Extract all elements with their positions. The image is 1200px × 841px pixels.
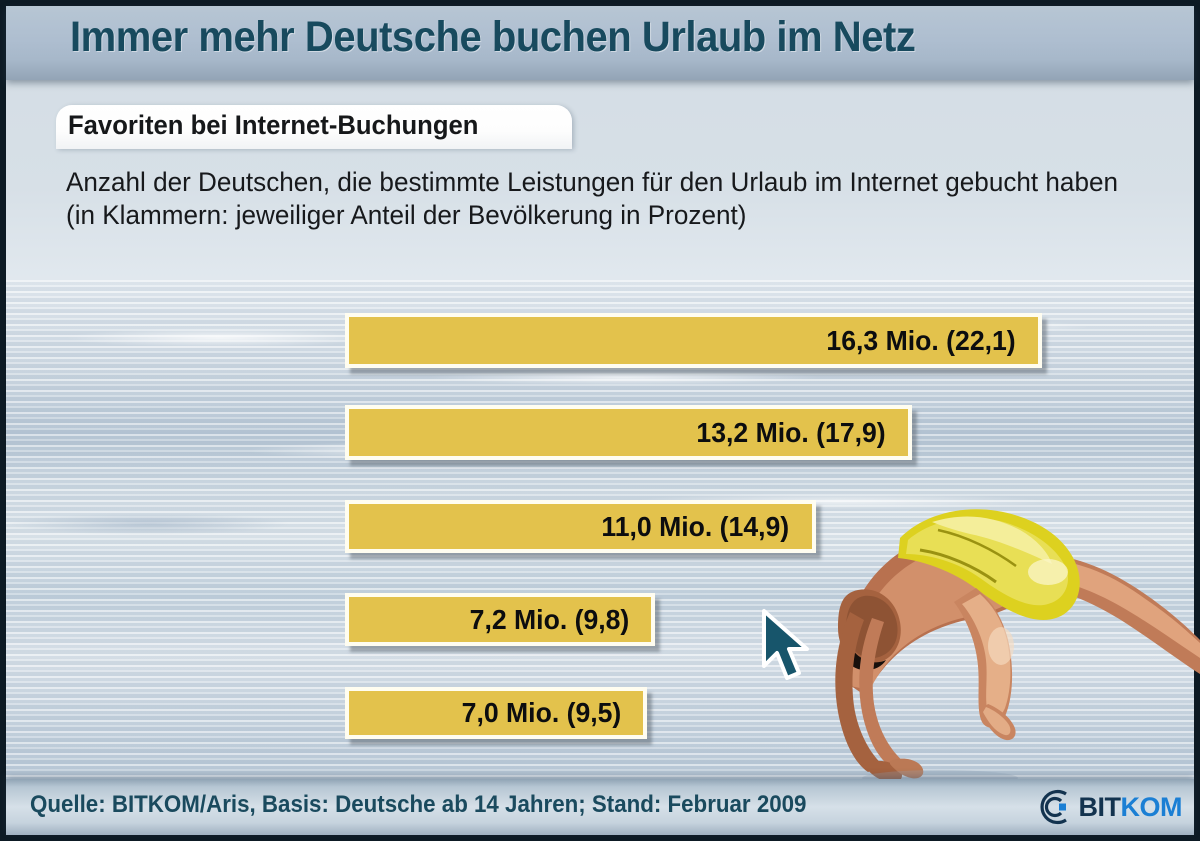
section-tab-label: Favoriten bei Internet-Buchungen (68, 110, 479, 140)
section-tab: Favoriten bei Internet-Buchungen (56, 105, 572, 149)
diver-illustration (835, 509, 1200, 786)
source-note: Quelle: BITKOM/Aris, Basis: Deutsche ab … (30, 791, 807, 818)
mouse-pointer-icon (762, 609, 809, 680)
bar-value-label: 7,2 Mio. (9,8) (469, 603, 630, 635)
bar-value-label: 16,3 Mio. (22,1) (826, 324, 1016, 356)
footer-band: Quelle: BITKOM/Aris, Basis: Deutsche ab … (6, 779, 1194, 835)
bitkom-wordmark-part2: KOM (1120, 791, 1183, 822)
title-band: Immer mehr Deutsche buchen Urlaub im Net… (6, 6, 1194, 80)
bar-value-label: 7,0 Mio. (9,5) (461, 697, 622, 728)
bar: 7,0 Mio. (9,5) (345, 687, 647, 739)
bar-value-label: 13,2 Mio. (17,9) (696, 416, 886, 448)
bitkom-wordmark-part1: BIT (1078, 791, 1122, 822)
chart-description: Anzahl der Deutschen, die bestimmte Leis… (66, 167, 1118, 230)
page-title: Immer mehr Deutsche buchen Urlaub im Net… (70, 13, 916, 61)
bar: 7,2 Mio. (9,8) (345, 593, 655, 646)
bitkom-wordmark: BITKOM (1079, 792, 1183, 823)
bar: 11,0 Mio. (14,9) (345, 500, 816, 553)
bar-value-label: 11,0 Mio. (14,9) (601, 510, 790, 542)
bar: 16,3 Mio. (22,1) (345, 313, 1042, 368)
bitkom-arc-icon (1040, 789, 1067, 825)
bar: 13,2 Mio. (17,9) (345, 405, 912, 460)
bitkom-logo: BITKOM (1035, 785, 1183, 829)
